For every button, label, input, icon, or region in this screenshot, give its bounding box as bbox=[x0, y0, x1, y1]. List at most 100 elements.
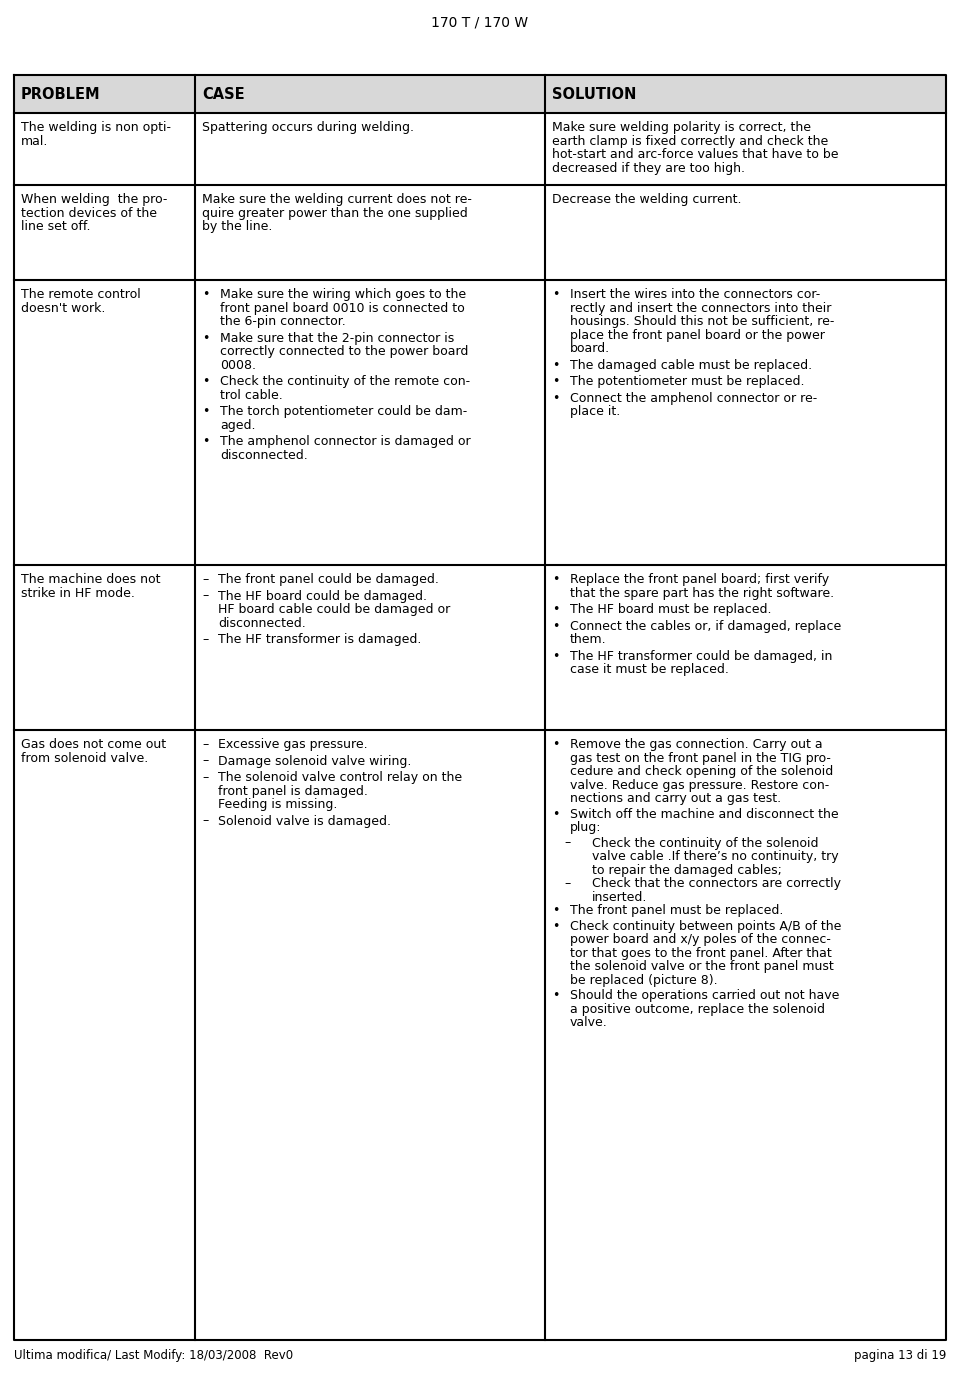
Text: valve.: valve. bbox=[570, 1016, 608, 1028]
Text: Should the operations carried out not have: Should the operations carried out not ha… bbox=[570, 989, 839, 1002]
Text: The potentiometer must be replaced.: The potentiometer must be replaced. bbox=[570, 375, 804, 388]
Text: aged.: aged. bbox=[220, 418, 255, 432]
Text: Connect the cables or, if damaged, replace: Connect the cables or, if damaged, repla… bbox=[570, 620, 841, 632]
Text: Check continuity between points A/B of the: Check continuity between points A/B of t… bbox=[570, 920, 841, 932]
Text: •: • bbox=[552, 287, 560, 301]
Text: Check the continuity of the remote con-: Check the continuity of the remote con- bbox=[220, 375, 470, 388]
Text: •: • bbox=[202, 434, 209, 448]
Text: When welding  the pro-: When welding the pro- bbox=[21, 193, 167, 206]
Text: Check that the connectors are correctly: Check that the connectors are correctly bbox=[592, 877, 841, 890]
Text: quire greater power than the one supplied: quire greater power than the one supplie… bbox=[202, 206, 468, 220]
Text: •: • bbox=[202, 406, 209, 418]
Text: •: • bbox=[552, 375, 560, 388]
Text: The front panel could be damaged.: The front panel could be damaged. bbox=[218, 573, 439, 586]
Text: pagina 13 di 19: pagina 13 di 19 bbox=[853, 1349, 946, 1361]
Text: •: • bbox=[552, 903, 560, 917]
Text: The solenoid valve control relay on the: The solenoid valve control relay on the bbox=[218, 771, 462, 784]
Text: doesn't work.: doesn't work. bbox=[21, 301, 106, 315]
Text: Make sure that the 2-pin connector is: Make sure that the 2-pin connector is bbox=[220, 331, 454, 345]
Text: –: – bbox=[564, 877, 570, 890]
Text: 0008.: 0008. bbox=[220, 359, 256, 371]
Text: Solenoid valve is damaged.: Solenoid valve is damaged. bbox=[218, 814, 391, 828]
Text: –: – bbox=[202, 814, 208, 828]
Text: The HF transformer could be damaged, in: The HF transformer could be damaged, in bbox=[570, 649, 832, 663]
Text: from solenoid valve.: from solenoid valve. bbox=[21, 752, 148, 765]
Text: nections and carry out a gas test.: nections and carry out a gas test. bbox=[570, 792, 781, 804]
Text: to repair the damaged cables;: to repair the damaged cables; bbox=[592, 864, 781, 876]
Text: The welding is non opti-: The welding is non opti- bbox=[21, 121, 171, 133]
Text: strike in HF mode.: strike in HF mode. bbox=[21, 587, 134, 600]
Text: –: – bbox=[564, 836, 570, 850]
Text: Replace the front panel board; first verify: Replace the front panel board; first ver… bbox=[570, 573, 829, 586]
Text: front panel is damaged.: front panel is damaged. bbox=[218, 785, 368, 797]
Text: The HF board must be replaced.: The HF board must be replaced. bbox=[570, 604, 772, 616]
Text: by the line.: by the line. bbox=[202, 220, 273, 232]
Text: board.: board. bbox=[570, 342, 611, 355]
Text: Gas does not come out: Gas does not come out bbox=[21, 738, 166, 751]
Text: gas test on the front panel in the TIG pro-: gas test on the front panel in the TIG p… bbox=[570, 752, 830, 765]
Text: Feeding is missing.: Feeding is missing. bbox=[218, 798, 337, 811]
Text: Make sure welding polarity is correct, the: Make sure welding polarity is correct, t… bbox=[552, 121, 811, 133]
Text: The machine does not: The machine does not bbox=[21, 573, 160, 586]
Text: Insert the wires into the connectors cor-: Insert the wires into the connectors cor… bbox=[570, 287, 820, 301]
Text: Make sure the wiring which goes to the: Make sure the wiring which goes to the bbox=[220, 287, 467, 301]
Text: inserted.: inserted. bbox=[592, 891, 647, 903]
Text: a positive outcome, replace the solenoid: a positive outcome, replace the solenoid bbox=[570, 1002, 825, 1016]
Text: valve. Reduce gas pressure. Restore con-: valve. Reduce gas pressure. Restore con- bbox=[570, 778, 829, 792]
Text: Spattering occurs during welding.: Spattering occurs during welding. bbox=[202, 121, 414, 133]
Text: –: – bbox=[202, 738, 208, 751]
Text: place it.: place it. bbox=[570, 406, 620, 418]
Text: Check the continuity of the solenoid: Check the continuity of the solenoid bbox=[592, 836, 819, 850]
Text: Ultima modifica/ Last Modify: 18/03/2008  Rev0: Ultima modifica/ Last Modify: 18/03/2008… bbox=[14, 1349, 293, 1361]
Text: Switch off the machine and disconnect the: Switch off the machine and disconnect th… bbox=[570, 807, 839, 821]
Text: rectly and insert the connectors into their: rectly and insert the connectors into th… bbox=[570, 301, 831, 315]
Text: •: • bbox=[552, 359, 560, 371]
Text: Connect the amphenol connector or re-: Connect the amphenol connector or re- bbox=[570, 392, 817, 404]
Text: The remote control: The remote control bbox=[21, 287, 141, 301]
Text: •: • bbox=[552, 989, 560, 1002]
Text: Damage solenoid valve wiring.: Damage solenoid valve wiring. bbox=[218, 755, 412, 767]
Text: disconnected.: disconnected. bbox=[218, 616, 305, 630]
Bar bbox=[545, 76, 946, 113]
Text: •: • bbox=[202, 375, 209, 388]
Text: The front panel must be replaced.: The front panel must be replaced. bbox=[570, 903, 783, 917]
Text: plug:: plug: bbox=[570, 821, 602, 835]
Text: The torch potentiometer could be dam-: The torch potentiometer could be dam- bbox=[220, 406, 468, 418]
Text: Excessive gas pressure.: Excessive gas pressure. bbox=[218, 738, 368, 751]
Text: Decrease the welding current.: Decrease the welding current. bbox=[552, 193, 741, 206]
Text: mal.: mal. bbox=[21, 135, 48, 147]
Text: power board and x/y poles of the connec-: power board and x/y poles of the connec- bbox=[570, 934, 830, 946]
Text: •: • bbox=[552, 807, 560, 821]
Bar bbox=[14, 76, 195, 113]
Text: •: • bbox=[202, 331, 209, 345]
Text: case it must be replaced.: case it must be replaced. bbox=[570, 663, 729, 676]
Bar bbox=[195, 76, 545, 113]
Text: hot-start and arc-force values that have to be: hot-start and arc-force values that have… bbox=[552, 148, 838, 161]
Text: •: • bbox=[202, 287, 209, 301]
Text: •: • bbox=[552, 392, 560, 404]
Text: SOLUTION: SOLUTION bbox=[552, 87, 636, 102]
Text: trol cable.: trol cable. bbox=[220, 389, 283, 401]
Text: earth clamp is fixed correctly and check the: earth clamp is fixed correctly and check… bbox=[552, 135, 828, 147]
Text: •: • bbox=[552, 920, 560, 932]
Text: The HF transformer is damaged.: The HF transformer is damaged. bbox=[218, 632, 421, 646]
Text: –: – bbox=[202, 590, 208, 602]
Text: correctly connected to the power board: correctly connected to the power board bbox=[220, 345, 468, 358]
Text: valve cable .If there’s no continuity, try: valve cable .If there’s no continuity, t… bbox=[592, 850, 839, 864]
Text: •: • bbox=[552, 604, 560, 616]
Text: •: • bbox=[552, 620, 560, 632]
Text: •: • bbox=[552, 649, 560, 663]
Text: decreased if they are too high.: decreased if they are too high. bbox=[552, 161, 745, 175]
Text: The HF board could be damaged.: The HF board could be damaged. bbox=[218, 590, 427, 602]
Text: –: – bbox=[202, 755, 208, 767]
Text: 170 T / 170 W: 170 T / 170 W bbox=[431, 15, 529, 29]
Text: disconnected.: disconnected. bbox=[220, 448, 308, 462]
Text: place the front panel board or the power: place the front panel board or the power bbox=[570, 329, 825, 341]
Text: HF board cable could be damaged or: HF board cable could be damaged or bbox=[218, 604, 450, 616]
Text: tection devices of the: tection devices of the bbox=[21, 206, 157, 220]
Text: •: • bbox=[552, 738, 560, 751]
Text: front panel board 0010 is connected to: front panel board 0010 is connected to bbox=[220, 301, 465, 315]
Text: •: • bbox=[552, 573, 560, 586]
Text: them.: them. bbox=[570, 632, 607, 646]
Text: housings. Should this not be sufficient, re-: housings. Should this not be sufficient,… bbox=[570, 315, 834, 329]
